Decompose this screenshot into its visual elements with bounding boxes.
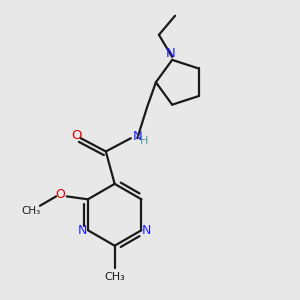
Text: H: H [140,136,148,146]
Text: N: N [133,130,142,143]
Text: O: O [71,129,82,142]
Text: CH₃: CH₃ [21,206,41,216]
Text: N: N [142,224,152,237]
Text: N: N [166,47,175,60]
Text: N: N [78,224,87,237]
Text: O: O [55,188,65,201]
Text: CH₃: CH₃ [104,272,125,282]
